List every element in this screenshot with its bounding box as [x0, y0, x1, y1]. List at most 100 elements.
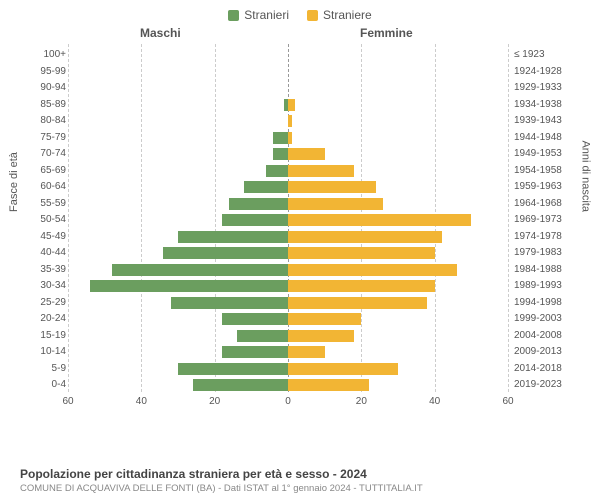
bars [68, 44, 508, 392]
year-label: 1924-1928 [514, 65, 574, 79]
bar-female [288, 379, 369, 391]
bar-male [266, 165, 288, 177]
age-label: 25-29 [26, 296, 66, 310]
pyramid-row [68, 147, 508, 161]
bar-male [112, 264, 288, 276]
x-tick: 40 [429, 396, 440, 407]
bar-female [288, 330, 354, 342]
pyramid-row [68, 246, 508, 260]
age-label: 95-99 [26, 65, 66, 79]
bar-female [288, 363, 398, 375]
year-label: 2004-2008 [514, 329, 574, 343]
age-label: 30-34 [26, 279, 66, 293]
bar-female [288, 231, 442, 243]
x-tick: 0 [285, 396, 291, 407]
bar-male [273, 132, 288, 144]
age-label: 65-69 [26, 164, 66, 178]
age-label: 85-89 [26, 98, 66, 112]
grid-line [508, 44, 509, 392]
pyramid-row [68, 213, 508, 227]
bar-female [288, 181, 376, 193]
footer: Popolazione per cittadinanza straniera p… [20, 467, 580, 494]
year-label: 1974-1978 [514, 230, 574, 244]
pyramid-row [68, 65, 508, 79]
bar-male [237, 330, 288, 342]
plot [68, 44, 508, 392]
legend-item-male: Stranieri [228, 8, 289, 22]
bar-female [288, 148, 325, 160]
pyramid-row [68, 114, 508, 128]
year-label: 1969-1973 [514, 213, 574, 227]
legend-swatch-female [307, 10, 318, 21]
x-tick: 20 [209, 396, 220, 407]
age-label: 50-54 [26, 213, 66, 227]
bar-male [244, 181, 288, 193]
header-female: Femmine [360, 26, 413, 40]
age-label: 55-59 [26, 197, 66, 211]
age-label: 75-79 [26, 131, 66, 145]
y-axis-title-left: Fasce di età [8, 152, 20, 212]
legend-label-male: Stranieri [244, 8, 289, 22]
pyramid-row [68, 180, 508, 194]
bar-male [229, 198, 288, 210]
bar-female [288, 297, 427, 309]
bar-female [288, 165, 354, 177]
pyramid-row [68, 263, 508, 277]
x-axis: 6040200204060 [68, 394, 508, 410]
year-label: 1939-1943 [514, 114, 574, 128]
pyramid-row [68, 164, 508, 178]
pyramid-row [68, 329, 508, 343]
age-label: 45-49 [26, 230, 66, 244]
legend-label-female: Straniere [323, 8, 372, 22]
year-label: 1994-1998 [514, 296, 574, 310]
bar-male [178, 363, 288, 375]
bar-male [178, 231, 288, 243]
y-axis-title-right: Anni di nascita [580, 140, 592, 212]
year-label: 2014-2018 [514, 362, 574, 376]
x-tick: 60 [502, 396, 513, 407]
header-male: Maschi [140, 26, 181, 40]
x-tick: 40 [136, 396, 147, 407]
year-label: 2019-2023 [514, 378, 574, 392]
age-label: 80-84 [26, 114, 66, 128]
age-label: 100+ [26, 48, 66, 62]
year-label: 1984-1988 [514, 263, 574, 277]
bar-male [90, 280, 288, 292]
year-label: 1949-1953 [514, 147, 574, 161]
bar-female [288, 247, 435, 259]
bar-male [222, 346, 288, 358]
footer-title: Popolazione per cittadinanza straniera p… [20, 467, 580, 481]
age-label: 60-64 [26, 180, 66, 194]
bar-male [222, 214, 288, 226]
bar-male [163, 247, 288, 259]
age-label: 90-94 [26, 81, 66, 95]
year-label: 1934-1938 [514, 98, 574, 112]
x-tick: 20 [356, 396, 367, 407]
bar-female [288, 214, 471, 226]
bar-female [288, 198, 383, 210]
age-label: 35-39 [26, 263, 66, 277]
age-label: 20-24 [26, 312, 66, 326]
legend-item-female: Straniere [307, 8, 372, 22]
legend: Stranieri Straniere [0, 0, 600, 26]
pyramid-row [68, 312, 508, 326]
pyramid-row [68, 296, 508, 310]
bar-female [288, 280, 435, 292]
year-label: 2009-2013 [514, 345, 574, 359]
year-label: 1989-1993 [514, 279, 574, 293]
bar-female [288, 132, 292, 144]
year-label: ≤ 1923 [514, 48, 574, 62]
pyramid-row [68, 345, 508, 359]
legend-swatch-male [228, 10, 239, 21]
bar-female [288, 115, 292, 127]
year-label: 1954-1958 [514, 164, 574, 178]
bar-male [171, 297, 288, 309]
bar-male [222, 313, 288, 325]
pyramid-row [68, 378, 508, 392]
bar-female [288, 99, 295, 111]
bar-male [193, 379, 288, 391]
pyramid-row [68, 81, 508, 95]
year-label: 1964-1968 [514, 197, 574, 211]
bar-female [288, 313, 361, 325]
year-label: 1999-2003 [514, 312, 574, 326]
